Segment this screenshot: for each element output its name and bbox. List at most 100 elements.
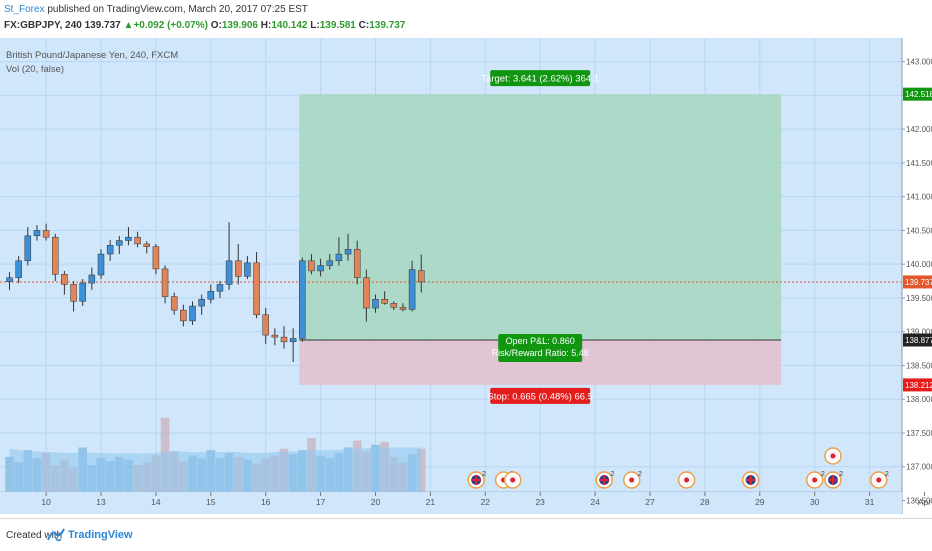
event-count: 2	[885, 469, 889, 478]
candle-body	[317, 265, 324, 272]
change-value: +0.092 (+0.07%)	[133, 20, 208, 31]
price-tick-label: 138.500	[906, 361, 932, 370]
low-value: 139.581	[319, 20, 356, 31]
price-chart[interactable]: Target: 3.641 (2.62%) 364.1 Stop: 0.665 (…	[0, 38, 932, 516]
chart-title: British Pound/Japanese Yen, 240, FXCM	[6, 50, 178, 61]
jpy-event-icon[interactable]	[504, 471, 522, 489]
volume-ma-area	[9, 447, 422, 492]
candle-body	[116, 240, 123, 246]
economic-events[interactable]: 2222222222	[467, 445, 932, 489]
open-label: O:	[210, 20, 222, 31]
event-count: 2	[821, 469, 825, 478]
jp-flag-dot	[684, 477, 690, 483]
close-label: C:	[358, 20, 370, 31]
candle-body	[180, 309, 187, 322]
author-link[interactable]: St_Forex	[4, 4, 45, 15]
event-count: 2	[610, 469, 614, 478]
time-tick-label: 20	[371, 497, 381, 507]
candle-body	[326, 260, 333, 266]
jpy-event-icon[interactable]: 2	[622, 469, 642, 489]
price-tick-label: 136.500	[906, 496, 932, 505]
price-tag-label: 142.518	[905, 90, 932, 99]
published-text: published on TradingView.com, March 20, …	[44, 4, 308, 15]
time-tick-label: 28	[700, 497, 710, 507]
jp-flag-dot	[876, 477, 882, 483]
footer: Created with TradingView	[0, 518, 932, 551]
jpy-event-icon[interactable]: 2	[870, 469, 889, 489]
time-tick-label: 14	[151, 497, 161, 507]
stop-label: Stop: 0.665 (0.48%) 66.5	[487, 391, 593, 402]
candle-body	[216, 284, 224, 292]
position-zones[interactable]: Target: 3.641 (2.62%) 364.1 Stop: 0.665 (…	[299, 70, 782, 404]
jp-flag-dot	[629, 477, 635, 483]
candle-body	[280, 336, 288, 343]
gbp-event-icon[interactable]: 2	[595, 469, 614, 489]
candle-body	[61, 274, 68, 285]
time-tick-label: 29	[755, 497, 765, 507]
candle-body	[408, 269, 416, 310]
jpy-event-icon[interactable]: 2	[805, 469, 825, 489]
jpy-event-icon[interactable]	[824, 447, 842, 465]
time-axis-bg	[0, 492, 902, 514]
tradingview-logo-icon[interactable]	[47, 527, 65, 543]
last-price: 139.737	[84, 20, 121, 31]
time-tick-label: 16	[261, 497, 271, 507]
time-tick-label: 13	[96, 497, 106, 507]
price-tick-label: 138.000	[906, 395, 932, 404]
price-tag-label: 138.877	[905, 336, 932, 345]
candle-body	[70, 284, 77, 302]
open-pnl-label: Open P&L: 0.860	[506, 336, 575, 346]
candle-body	[381, 299, 388, 304]
candle-body	[189, 305, 196, 322]
created-with-text: Created with	[6, 530, 63, 541]
time-tick-label: 30	[810, 497, 820, 507]
risk-reward-label: Risk/Reward Ratio: 5.48	[492, 348, 589, 358]
gbp-event-icon[interactable]	[741, 471, 760, 489]
price-tick-label: 139.000	[906, 328, 932, 337]
stop-label-box	[490, 387, 591, 404]
time-tick-label: 31	[865, 497, 875, 507]
price-axis[interactable]: 136.500 137.000 137.500 138.000 138.500 139.0…	[901, 38, 932, 514]
candle-body	[244, 262, 251, 277]
symbol-label: FX:GBPJPY, 240	[4, 20, 82, 31]
jp-flag-dot	[830, 453, 836, 459]
time-tick-label: 21	[426, 497, 436, 507]
candle-body	[134, 236, 141, 245]
volume-indicator-label: Vol (20, false)	[6, 64, 64, 75]
up-arrow-icon: ▲	[123, 20, 134, 31]
candle-body	[6, 277, 13, 282]
price-tag-box	[903, 87, 932, 101]
jp-flag-dot	[812, 477, 818, 483]
time-tick-label: 23	[535, 497, 545, 507]
volume-panel	[5, 417, 426, 492]
price-tick-label: 143.000	[906, 58, 932, 67]
candle-body	[253, 262, 260, 316]
target-zone[interactable]	[299, 94, 782, 341]
candle-body	[24, 235, 32, 262]
event-count: 2	[638, 469, 642, 478]
open-value: 139.906	[221, 20, 258, 31]
price-tag-box	[903, 333, 932, 347]
price-tick-label: 141.000	[906, 193, 932, 202]
candle-body	[235, 260, 242, 277]
price-tick-label: 139.500	[906, 294, 932, 303]
candle-body	[289, 338, 297, 343]
candle-body	[344, 249, 352, 255]
candle-body	[363, 277, 370, 309]
tradingview-brand[interactable]: TradingView	[68, 529, 133, 541]
price-tag-label: 138.212	[905, 381, 932, 390]
close-value: 139.737	[369, 20, 406, 31]
candle-body	[33, 230, 41, 237]
price-tick-label: 140.000	[906, 260, 932, 269]
gbp-event-icon[interactable]: 2	[467, 469, 486, 489]
candle-body	[299, 260, 306, 339]
price-tick-label: 140.500	[906, 226, 932, 235]
high-label: H:	[260, 20, 272, 31]
candle-body	[42, 230, 50, 238]
gbp-event-icon[interactable]: 2	[824, 469, 843, 489]
candle-body	[88, 274, 96, 284]
jpy-event-icon[interactable]	[677, 471, 696, 489]
candle-body	[106, 245, 114, 255]
time-axis[interactable]: 10 13 14 15 16 17 20 21 22 23 24 27 28 29 30 31 Apr	[0, 491, 931, 514]
candle-body	[372, 299, 379, 309]
